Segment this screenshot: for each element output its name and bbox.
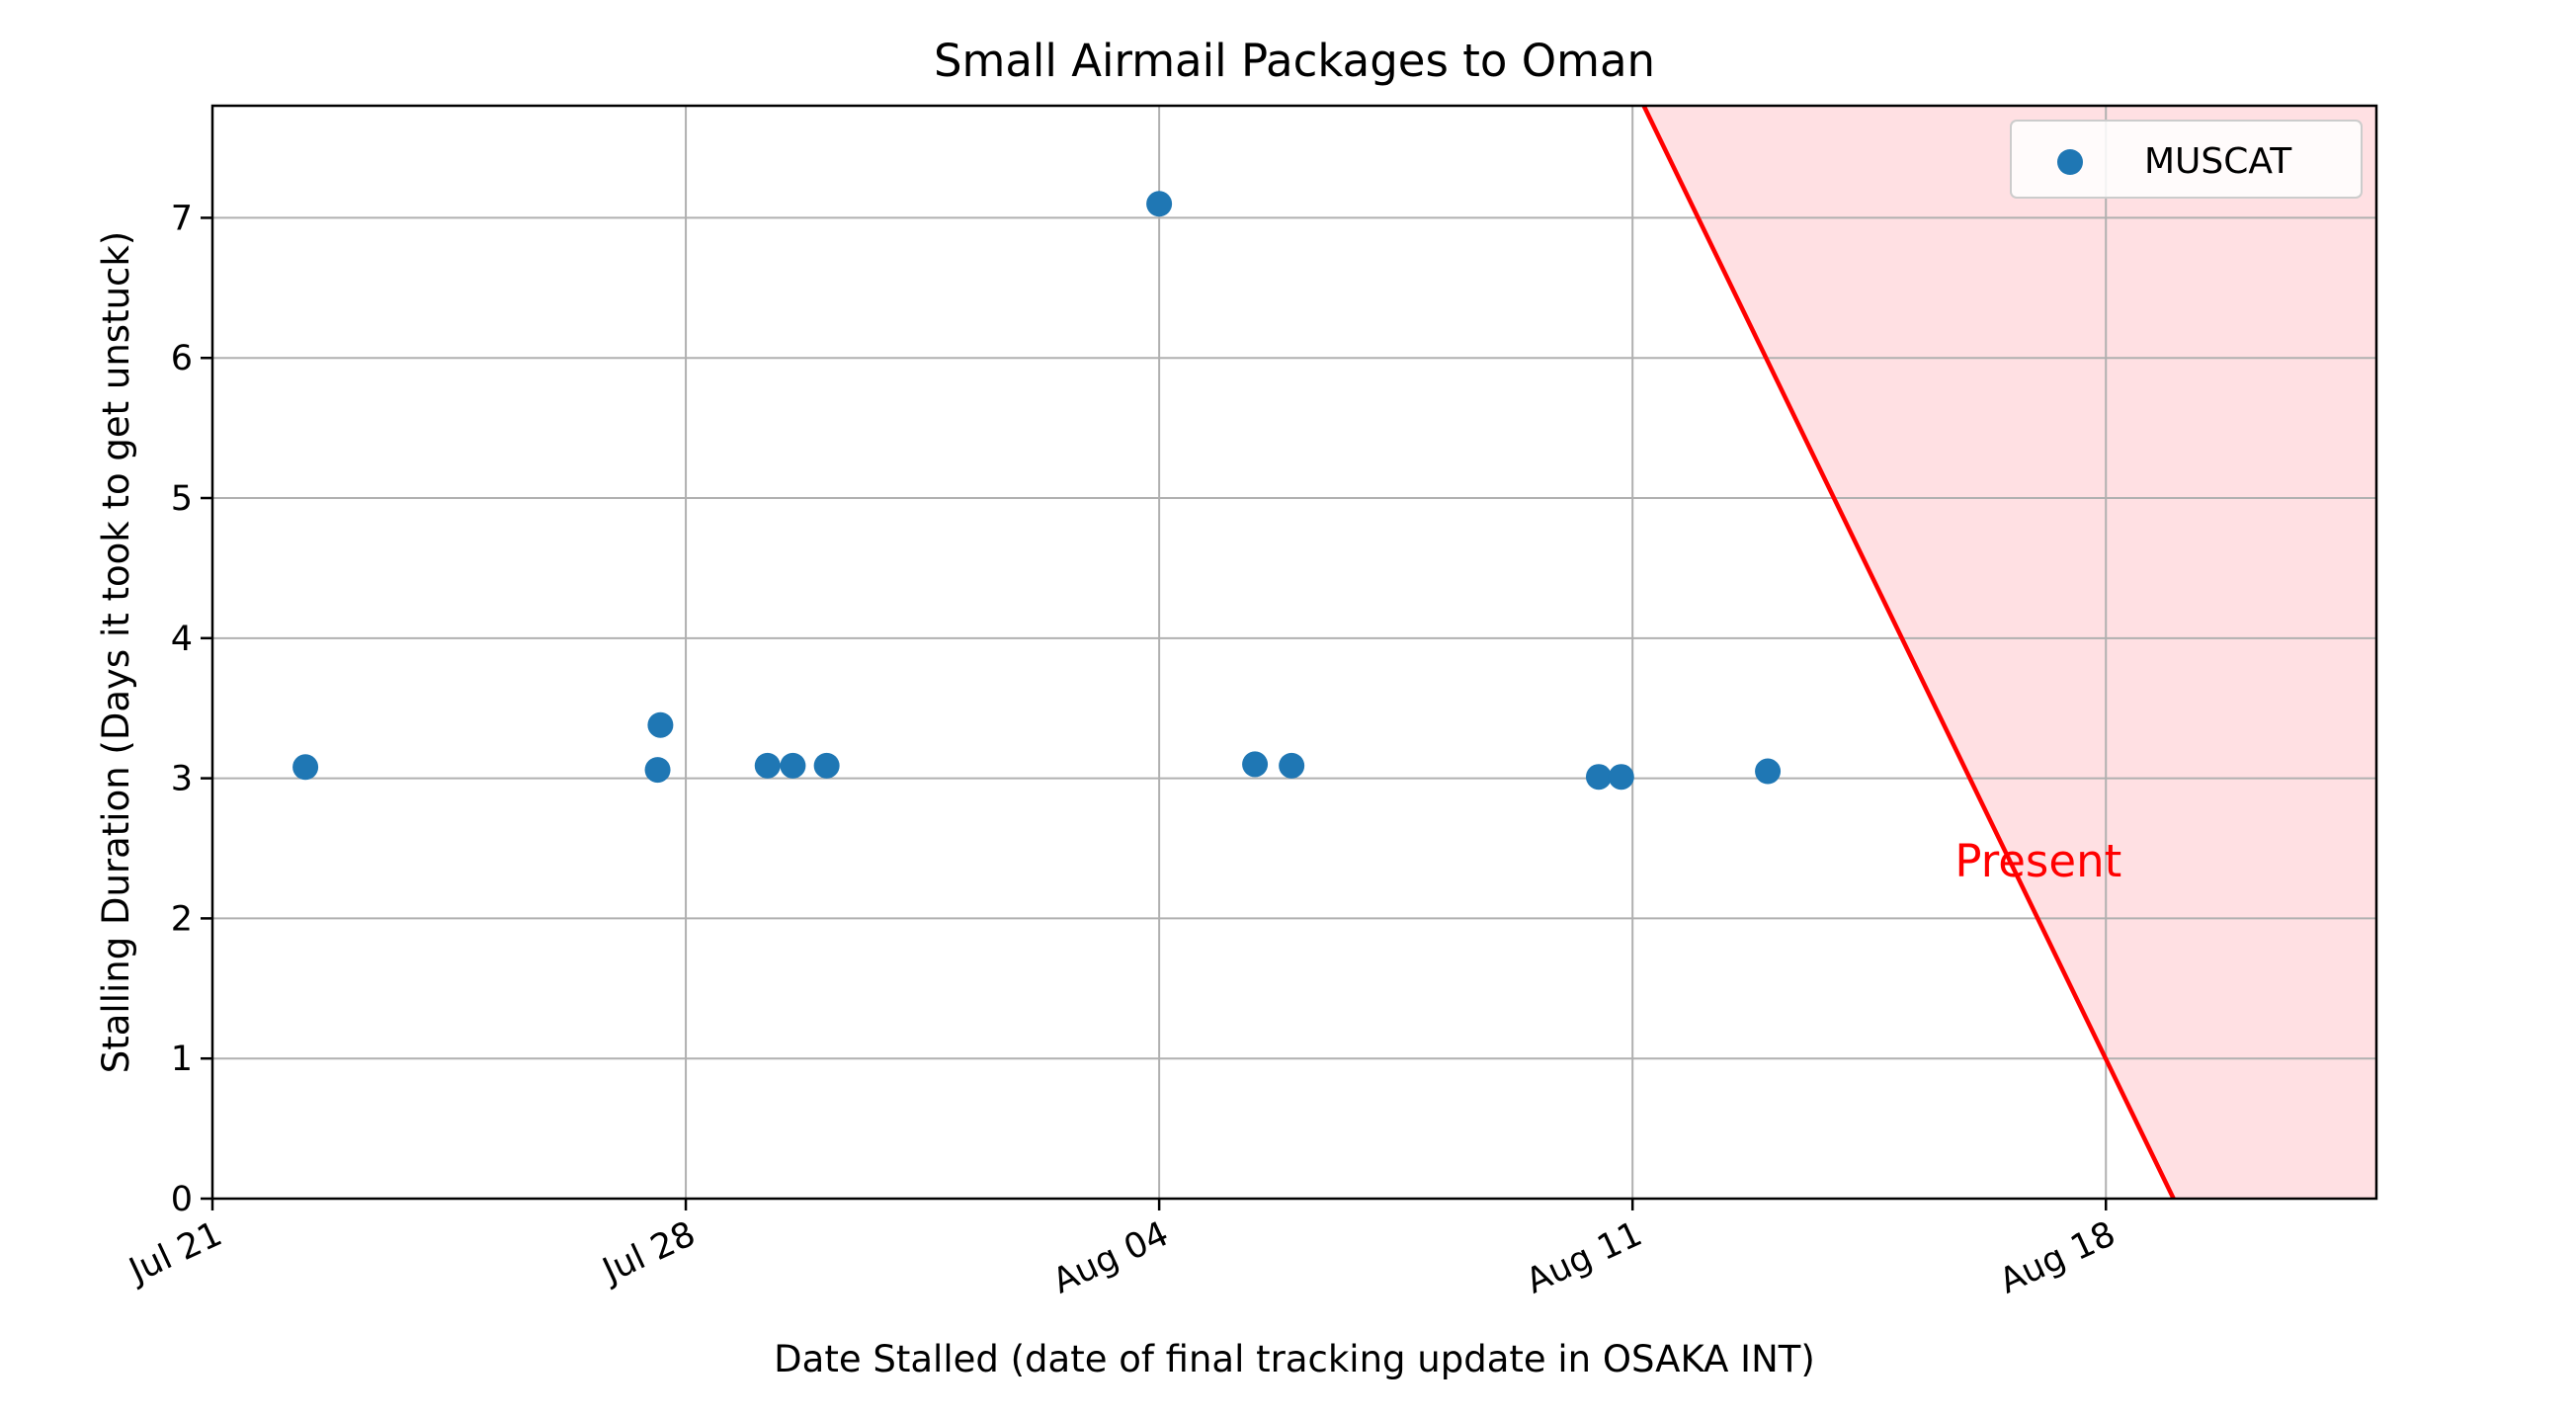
y-tick-label: 6 [171, 339, 193, 378]
legend-marker [2057, 149, 2083, 175]
y-tick-label: 3 [171, 760, 193, 799]
data-point [780, 752, 806, 779]
legend-label: MUSCAT [2144, 141, 2292, 182]
data-point [1279, 752, 1305, 779]
data-point [1755, 758, 1782, 785]
data-point [644, 757, 671, 784]
y-axis-label: Stalling Duration (Days it took to get u… [95, 231, 137, 1073]
data-point [1608, 764, 1634, 791]
y-tick-label: 5 [171, 479, 193, 519]
x-axis-label: Date Stalled (date of final tracking upd… [774, 1338, 1815, 1380]
data-point [813, 752, 840, 779]
data-point [292, 754, 319, 781]
chart-title: Small Airmail Packages to Oman [934, 35, 1655, 87]
data-point [647, 711, 674, 738]
y-tick-label: 4 [171, 620, 193, 659]
data-point [754, 752, 781, 779]
y-tick-label: 2 [171, 899, 193, 939]
y-tick-label: 1 [171, 1040, 193, 1079]
y-tick-label: 0 [171, 1180, 193, 1219]
present-label: Present [1954, 835, 2121, 887]
legend-box [2010, 120, 2363, 199]
chart-legend: MUSCAT [2010, 120, 2363, 199]
y-tick-label: 7 [171, 199, 193, 238]
present-boundary-line [1641, 106, 2176, 1199]
present-region-shading [1643, 106, 2376, 1199]
data-point [1146, 191, 1173, 217]
plot-area-frame [210, 104, 2378, 1201]
data-point [1585, 764, 1612, 791]
data-point [1242, 751, 1269, 778]
